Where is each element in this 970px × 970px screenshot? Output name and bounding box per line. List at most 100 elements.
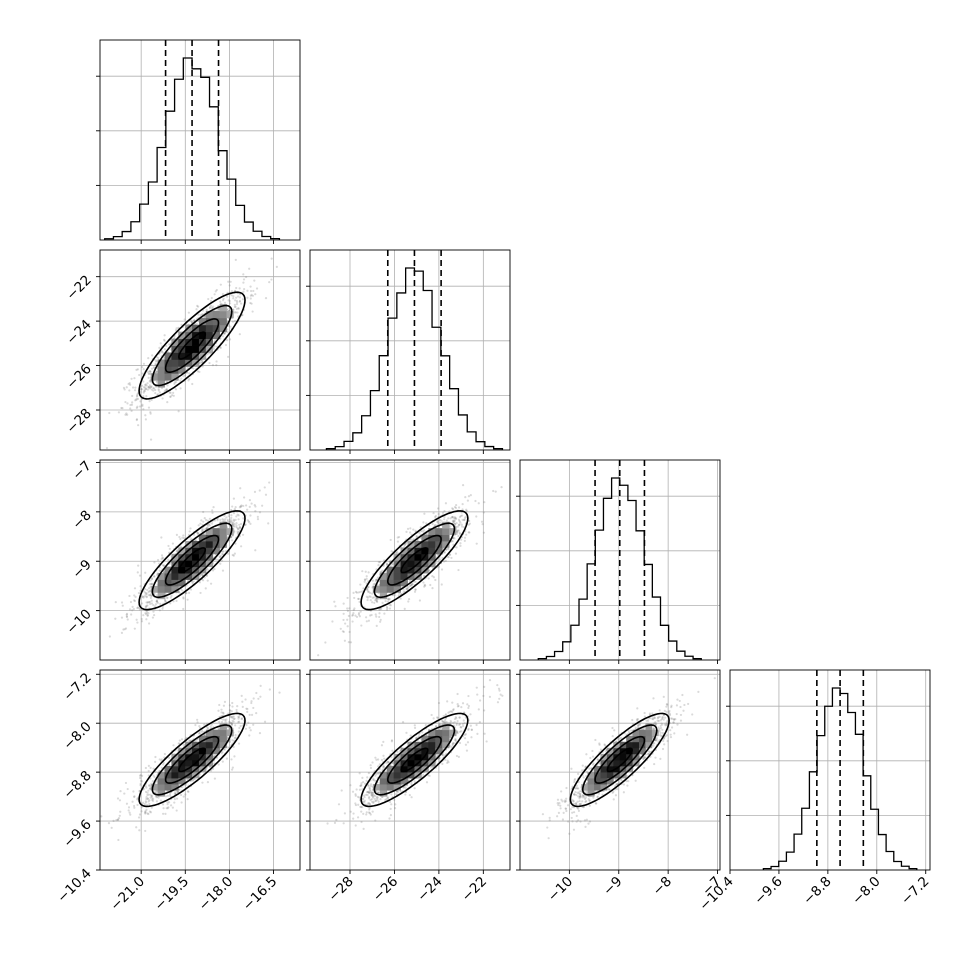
sample-point bbox=[346, 609, 349, 613]
x-tick-label: −19.5 bbox=[152, 874, 193, 915]
density-cell bbox=[212, 547, 220, 555]
sample-point bbox=[155, 599, 159, 602]
sample-point bbox=[211, 364, 215, 367]
sample-point bbox=[576, 791, 579, 794]
density-cell bbox=[428, 534, 436, 542]
sample-point bbox=[560, 798, 563, 801]
sample-point bbox=[232, 295, 235, 298]
sample-point bbox=[666, 739, 669, 743]
sample-point bbox=[354, 824, 357, 827]
density-cell bbox=[164, 778, 172, 785]
sample-point bbox=[588, 799, 591, 802]
panel-frame bbox=[99, 39, 301, 241]
sample-point bbox=[149, 793, 152, 796]
sample-point bbox=[161, 607, 164, 610]
sample-point bbox=[146, 388, 150, 391]
sample-point bbox=[189, 739, 192, 742]
sample-point bbox=[234, 289, 237, 293]
sample-point bbox=[577, 809, 581, 812]
density-cell bbox=[442, 729, 450, 737]
sample-point bbox=[136, 368, 139, 371]
sample-point bbox=[168, 547, 171, 550]
sample-point bbox=[264, 493, 268, 496]
sample-point bbox=[231, 719, 234, 722]
sample-point bbox=[189, 527, 192, 530]
scatter-panel-3-2 bbox=[306, 459, 511, 664]
sample-point bbox=[190, 537, 193, 540]
density-cell bbox=[428, 528, 436, 535]
sample-point bbox=[135, 395, 139, 398]
y-tick-label: −9.6 bbox=[60, 817, 94, 851]
density-cell bbox=[581, 784, 589, 791]
sample-point bbox=[232, 717, 236, 721]
sample-point bbox=[447, 547, 450, 551]
sample-point bbox=[148, 600, 151, 604]
sample-point bbox=[666, 719, 669, 723]
sample-point bbox=[575, 803, 578, 806]
sample-point bbox=[148, 810, 152, 813]
sample-point bbox=[594, 802, 597, 805]
sample-point bbox=[380, 607, 383, 611]
sample-point bbox=[407, 585, 410, 589]
sample-point bbox=[145, 801, 148, 804]
sample-point bbox=[382, 765, 385, 768]
sample-point bbox=[358, 796, 361, 799]
sample-point bbox=[359, 784, 363, 787]
sample-point bbox=[441, 753, 444, 756]
density-cell bbox=[164, 359, 172, 367]
density-cell bbox=[198, 735, 207, 743]
sample-point bbox=[118, 799, 122, 802]
sample-point bbox=[252, 697, 255, 700]
sample-point bbox=[654, 722, 658, 725]
sample-point bbox=[579, 794, 582, 798]
sample-point bbox=[203, 733, 206, 737]
density-cell bbox=[212, 729, 220, 737]
sample-point bbox=[592, 762, 595, 765]
sample-point bbox=[561, 818, 565, 821]
sample-point bbox=[579, 793, 582, 796]
sample-point bbox=[465, 749, 469, 752]
sample-point bbox=[673, 718, 676, 721]
sample-point bbox=[236, 301, 239, 304]
sample-point bbox=[557, 803, 560, 807]
sample-point bbox=[248, 499, 251, 502]
sample-point bbox=[154, 363, 157, 367]
sample-point bbox=[148, 380, 151, 383]
sample-point bbox=[452, 709, 455, 712]
sample-point bbox=[129, 813, 132, 816]
density-cell bbox=[435, 729, 443, 737]
sample-point bbox=[250, 713, 254, 716]
sample-point bbox=[148, 370, 151, 373]
y-tick-label: −8.8 bbox=[60, 768, 94, 802]
sample-point bbox=[565, 797, 568, 800]
sample-point bbox=[637, 723, 640, 726]
sample-point bbox=[588, 820, 592, 823]
sample-point bbox=[450, 721, 453, 724]
sample-point bbox=[458, 730, 462, 733]
sample-point bbox=[241, 700, 244, 703]
sample-point bbox=[573, 780, 576, 784]
sample-point bbox=[669, 733, 672, 736]
sample-point bbox=[135, 406, 138, 409]
sample-point bbox=[187, 579, 190, 582]
sample-point bbox=[643, 766, 646, 769]
sample-point bbox=[372, 791, 375, 794]
sample-point bbox=[367, 790, 370, 793]
sample-point bbox=[664, 735, 667, 738]
sample-point bbox=[418, 531, 421, 534]
sample-point bbox=[591, 755, 595, 758]
sample-point bbox=[396, 750, 399, 754]
sample-point bbox=[394, 551, 398, 555]
sample-point bbox=[584, 796, 587, 799]
x-tick-label: −24 bbox=[414, 874, 445, 905]
sample-point bbox=[463, 539, 466, 542]
sample-point bbox=[235, 515, 238, 518]
sample-point bbox=[136, 798, 139, 801]
sample-point bbox=[173, 801, 176, 804]
sample-point bbox=[183, 318, 186, 321]
sample-point bbox=[464, 516, 467, 519]
sample-point bbox=[140, 620, 144, 623]
sample-point bbox=[135, 418, 138, 422]
sample-point bbox=[239, 505, 243, 508]
